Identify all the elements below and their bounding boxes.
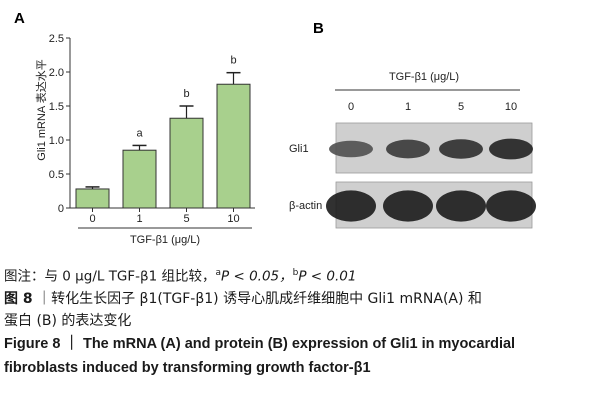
panel-label-a: A bbox=[14, 10, 25, 27]
blot-row: Gli1 bbox=[289, 122, 533, 174]
bars: a b b bbox=[75, 55, 251, 209]
blot-lane-label: 5 bbox=[458, 101, 464, 113]
blot-row-label: Gli1 bbox=[289, 143, 309, 155]
x-tick-label: 5 bbox=[183, 213, 189, 225]
blot-band bbox=[439, 139, 483, 159]
caption-note-a: P < 0.05， bbox=[221, 268, 293, 285]
y-tick-label: 1.0 bbox=[49, 135, 64, 147]
bar bbox=[216, 83, 251, 209]
significance-label: b bbox=[230, 55, 236, 67]
x-axis-title: TGF-β1 (μg/L) bbox=[130, 234, 200, 246]
y-tick-label: 0.5 bbox=[49, 169, 64, 181]
y-tick-label: 2.5 bbox=[49, 33, 64, 45]
western-blot: TGF-β1 (μg/L) 0 1 5 10 Gli1 β-actin bbox=[289, 71, 536, 229]
figure-caption: 图注：与 0 μg/L TGF-β1 组比较，aP < 0.05，bP < 0.… bbox=[4, 262, 598, 380]
blot-band bbox=[329, 140, 373, 158]
blot-band bbox=[489, 138, 533, 160]
bar bbox=[169, 117, 204, 209]
blot-lane-label: 1 bbox=[405, 101, 411, 113]
panel-label-b: B bbox=[313, 20, 324, 37]
caption-en-line2: fibroblasts induced by transforming grow… bbox=[4, 359, 371, 376]
y-tick-label: 0 bbox=[58, 203, 64, 215]
y-ticks: 0 0.5 1.0 1.5 2.0 2.5 bbox=[49, 33, 70, 215]
blot-lane-label: 0 bbox=[348, 101, 354, 113]
caption-zh-line1: 图 8 ｜转化生长因子 β1(TGF-β1) 诱导心肌成纤维细胞中 Gli1 m… bbox=[4, 288, 598, 310]
blot-rows: Gli1 β-actin bbox=[289, 122, 536, 229]
blot-band bbox=[383, 190, 433, 222]
blot-band bbox=[486, 190, 536, 222]
x-tick-label: 10 bbox=[227, 213, 239, 225]
y-tick-label: 1.5 bbox=[49, 101, 64, 113]
y-tick-label: 2.0 bbox=[49, 67, 64, 79]
x-tick-label: 1 bbox=[136, 213, 142, 225]
significance-label: b bbox=[183, 88, 189, 100]
blot-band bbox=[436, 190, 486, 222]
caption-zh-line2: 蛋白 (B) 的表达变化 bbox=[4, 312, 132, 329]
figure: A B Gli1 mRNA 表达水平 0 0.5 1.0 1.5 2.0 2.5 a b b … bbox=[14, 10, 536, 246]
x-ticks: 0 1 5 10 bbox=[89, 208, 240, 225]
bar bbox=[122, 149, 157, 209]
caption-note-prefix: 图注：与 0 μg/L TGF-β1 组比较， bbox=[4, 268, 216, 285]
caption-zh-label: 图 8 bbox=[4, 290, 33, 307]
bar bbox=[75, 188, 110, 209]
blot-row: β-actin bbox=[289, 181, 536, 229]
x-tick-label: 0 bbox=[89, 213, 95, 225]
blot-row-label: β-actin bbox=[289, 200, 322, 212]
caption-note-b: P < 0.01 bbox=[298, 268, 357, 285]
blot-lane-labels: 0 1 5 10 bbox=[348, 101, 517, 113]
blot-title: TGF-β1 (μg/L) bbox=[389, 71, 459, 83]
caption-note-a-mark: a bbox=[215, 268, 222, 278]
y-axis-title: Gli1 mRNA 表达水平 bbox=[34, 59, 48, 160]
caption-en-line1: Figure 8 ｜ The mRNA (A) and protein (B) … bbox=[4, 335, 516, 352]
bar-chart: Gli1 mRNA 表达水平 0 0.5 1.0 1.5 2.0 2.5 a b b 0 1 5 1… bbox=[34, 33, 255, 246]
caption-zh-text1: ｜转化生长因子 β1(TGF-β1) 诱导心肌成纤维细胞中 Gli1 mRNA(… bbox=[37, 290, 482, 307]
significance-label: a bbox=[136, 127, 143, 139]
blot-band bbox=[386, 139, 430, 159]
caption-note-b-mark: b bbox=[292, 268, 299, 278]
blot-lane-label: 10 bbox=[505, 101, 517, 113]
caption-note: 图注：与 0 μg/L TGF-β1 组比较，aP < 0.05，bP < 0.… bbox=[4, 262, 598, 288]
blot-band bbox=[326, 190, 376, 222]
